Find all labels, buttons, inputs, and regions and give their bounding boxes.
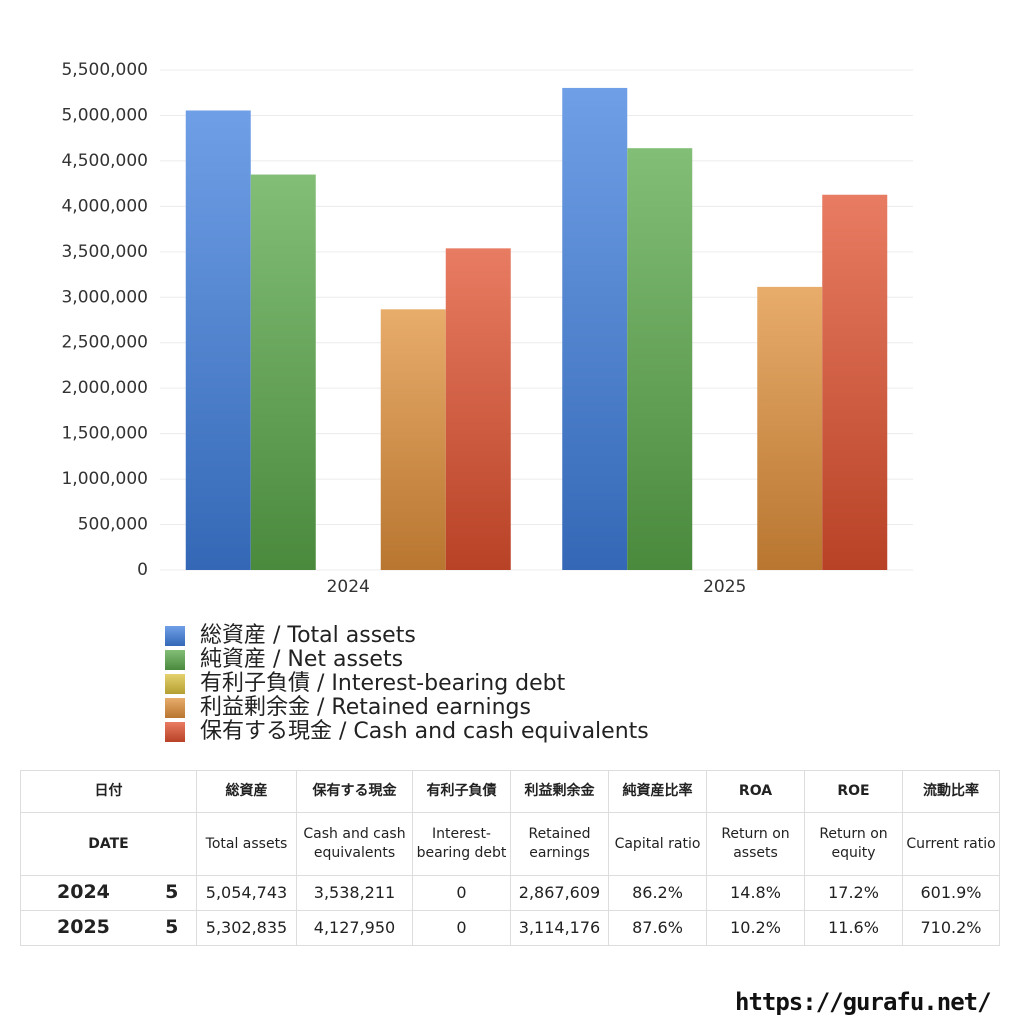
header-cell: ROA — [706, 770, 805, 813]
bar — [562, 87, 628, 571]
y-tick-label: 4,000,000 — [61, 196, 148, 216]
header-cell: 総資産 — [196, 770, 297, 813]
y-tick-label: 5,500,000 — [61, 60, 148, 80]
legend-label: 総資産 / Total assets — [200, 623, 416, 648]
header-cell: Return on equity — [804, 812, 903, 876]
bar — [445, 248, 511, 570]
header-cell: Current ratio — [902, 812, 1000, 876]
data-row: 2024 5 5,054,743 3,538,211 0 2,867,609 86.2% 14… — [20, 875, 1000, 911]
data-cell: 5,054,743 — [196, 875, 297, 911]
header-cell: 流動比率 — [902, 770, 1000, 813]
data-cell: 5,302,835 — [196, 910, 297, 946]
header-cell: 日付 — [20, 770, 197, 813]
header-cell: Total assets — [196, 812, 297, 876]
header-cell: DATE — [20, 812, 197, 876]
data-cell: 710.2% — [902, 910, 1000, 946]
header-cell: Capital ratio — [608, 812, 707, 876]
data-cell: 17.2% — [804, 875, 903, 911]
y-tick-label: 2,000,000 — [61, 378, 148, 398]
header-cell: 利益剰余金 — [510, 770, 609, 813]
legend-swatch — [165, 626, 185, 646]
legend-label: 保有する現金 / Cash and cash equivalents — [200, 719, 649, 744]
header-cell: Return on assets — [706, 812, 805, 876]
header-cell: Interest-bearing debt — [412, 812, 511, 876]
y-tick-label: 1,000,000 — [61, 469, 148, 489]
y-tick-label: 1,500,000 — [61, 424, 148, 444]
x-tick-label: 2025 — [703, 577, 746, 597]
data-cell: 3,538,211 — [296, 875, 413, 911]
data-cell: 87.6% — [608, 910, 707, 946]
data-cell: 3,114,176 — [510, 910, 609, 946]
y-tick-label: 0 — [137, 560, 148, 580]
header-cell: Cash and cash equivalents — [296, 812, 413, 876]
bar — [822, 194, 888, 570]
data-cell: 14.8% — [706, 875, 805, 911]
y-tick-label: 3,500,000 — [61, 242, 148, 262]
footer-url: https://gurafu.net/ — [735, 988, 992, 1016]
x-tick-label: 2024 — [327, 577, 370, 597]
header-row: 日付 総資産 保有する現金 有利子負債 利益剰余金 純資産比率 ROA ROE 流動比率 — [20, 770, 1000, 813]
data-cell: 86.2% — [608, 875, 707, 911]
data-cell: 5 — [147, 875, 197, 911]
data-cell: 2,867,609 — [510, 875, 609, 911]
bar — [627, 148, 693, 570]
data-cell: 11.6% — [804, 910, 903, 946]
header-cell: Retained earnings — [510, 812, 609, 876]
bar — [757, 286, 823, 570]
header-cell: 純資産比率 — [608, 770, 707, 813]
data-cell: 2024 — [20, 875, 148, 911]
y-tick-label: 500,000 — [78, 515, 148, 535]
y-tick-label: 4,500,000 — [61, 151, 148, 171]
data-cell: 0 — [412, 910, 511, 946]
header-row: DATE Total assets Cash and cash equivalent… — [20, 812, 1000, 876]
data-row: 2025 5 5,302,835 4,127,950 0 3,114,176 87.6% 10… — [20, 910, 1000, 946]
legend-label: 利益剰余金 / Retained earnings — [200, 695, 531, 720]
legend-swatch — [165, 674, 185, 694]
chart: 0 500,000 1,000,000 1,500,000 2,000,000 2,500… — [61, 60, 913, 744]
legend-swatch — [165, 698, 185, 718]
bar — [185, 110, 251, 570]
data-table: 日付 総資産 保有する現金 有利子負債 利益剰余金 純資産比率 ROA ROE 流動比率 DATE… — [20, 770, 1000, 946]
bar — [380, 309, 446, 570]
y-tick-label: 2,500,000 — [61, 333, 148, 353]
header-cell: 有利子負債 — [412, 770, 511, 813]
y-tick-label: 3,000,000 — [61, 287, 148, 307]
data-cell: 10.2% — [706, 910, 805, 946]
header-cell: 保有する現金 — [296, 770, 413, 813]
header-cell: ROE — [804, 770, 903, 813]
legend-swatch — [165, 722, 185, 742]
legend-label: 純資産 / Net assets — [200, 647, 403, 672]
bar — [250, 174, 316, 570]
legend-swatch — [165, 650, 185, 670]
data-cell: 5 — [147, 910, 197, 946]
data-cell: 4,127,950 — [296, 910, 413, 946]
y-tick-label: 5,000,000 — [61, 105, 148, 125]
data-cell: 2025 — [20, 910, 148, 946]
data-cell: 601.9% — [902, 875, 1000, 911]
legend-label: 有利子負債 / Interest-bearing debt — [200, 671, 566, 696]
data-cell: 0 — [412, 875, 511, 911]
